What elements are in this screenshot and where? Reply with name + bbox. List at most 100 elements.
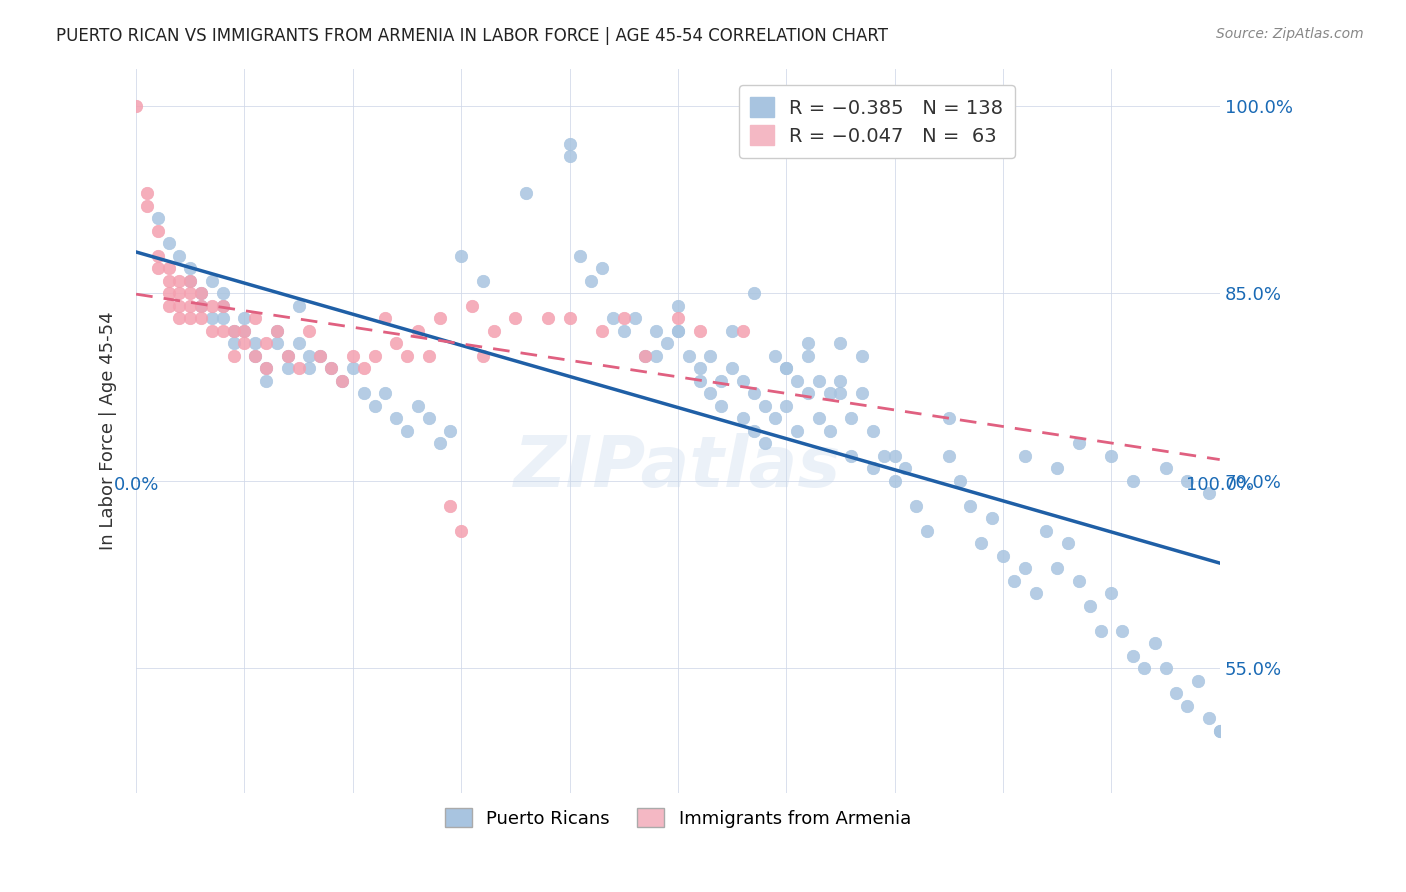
Point [450, 524, 472, 538]
Point [959, 499, 981, 513]
Point [146, 211, 169, 226]
Point [418, 349, 440, 363]
Point [505, 311, 527, 326]
Point [179, 274, 201, 288]
Point [1122, 474, 1144, 488]
Text: 0.0%: 0.0% [114, 475, 159, 494]
Point [634, 349, 657, 363]
Point [775, 399, 797, 413]
Point [169, 274, 191, 288]
Point [222, 324, 245, 338]
Point [406, 324, 429, 338]
Point [266, 336, 288, 351]
Y-axis label: In Labor Force | Age 45-54: In Labor Force | Age 45-54 [100, 311, 117, 550]
Point [190, 299, 212, 313]
Point [330, 374, 353, 388]
Point [689, 324, 711, 338]
Point [1046, 461, 1069, 475]
Point [678, 349, 700, 363]
Point [353, 386, 375, 401]
Point [222, 336, 245, 351]
Point [179, 299, 201, 313]
Point [742, 424, 765, 438]
Point [233, 324, 256, 338]
Point [169, 249, 191, 263]
Point [1067, 436, 1090, 450]
Point [666, 324, 689, 338]
Point [742, 386, 765, 401]
Point [222, 324, 245, 338]
Point [287, 299, 309, 313]
Point [429, 436, 451, 450]
Point [1209, 723, 1232, 738]
Point [634, 349, 657, 363]
Point [797, 349, 820, 363]
Point [298, 324, 321, 338]
Point [201, 311, 224, 326]
Point [211, 311, 233, 326]
Point [830, 386, 852, 401]
Point [970, 536, 993, 550]
Point [797, 386, 820, 401]
Point [915, 524, 938, 538]
Point [439, 424, 461, 438]
Point [374, 386, 396, 401]
Point [429, 311, 451, 326]
Point [439, 499, 461, 513]
Point [1175, 698, 1198, 713]
Point [991, 549, 1014, 563]
Point [201, 324, 224, 338]
Point [321, 361, 343, 376]
Point [623, 311, 645, 326]
Point [211, 286, 233, 301]
Point [201, 274, 224, 288]
Point [363, 349, 385, 363]
Point [190, 286, 212, 301]
Point [1133, 661, 1156, 675]
Point [1154, 661, 1177, 675]
Point [190, 299, 212, 313]
Point [287, 361, 309, 376]
Point [1078, 599, 1101, 613]
Point [591, 261, 613, 276]
Text: Source: ZipAtlas.com: Source: ZipAtlas.com [1216, 27, 1364, 41]
Point [765, 349, 787, 363]
Point [1143, 636, 1166, 650]
Point [169, 299, 191, 313]
Point [330, 374, 353, 388]
Point [807, 374, 830, 388]
Point [146, 249, 169, 263]
Point [742, 286, 765, 301]
Point [245, 349, 267, 363]
Text: ZIPatlas: ZIPatlas [515, 433, 842, 501]
Point [1122, 648, 1144, 663]
Point [157, 236, 180, 251]
Point [689, 374, 711, 388]
Point [233, 324, 256, 338]
Point [385, 411, 408, 425]
Point [211, 299, 233, 313]
Point [395, 349, 418, 363]
Point [786, 374, 808, 388]
Point [125, 99, 148, 113]
Point [569, 249, 592, 263]
Point [851, 349, 873, 363]
Point [222, 349, 245, 363]
Point [287, 336, 309, 351]
Point [450, 249, 472, 263]
Point [981, 511, 1004, 525]
Point [666, 324, 689, 338]
Point [613, 324, 636, 338]
Point [461, 299, 484, 313]
Point [157, 261, 180, 276]
Point [862, 461, 884, 475]
Text: PUERTO RICAN VS IMMIGRANTS FROM ARMENIA IN LABOR FORCE | AGE 45-54 CORRELATION C: PUERTO RICAN VS IMMIGRANTS FROM ARMENIA … [56, 27, 889, 45]
Point [1067, 574, 1090, 588]
Point [146, 224, 169, 238]
Point [699, 349, 721, 363]
Point [374, 311, 396, 326]
Point [179, 261, 201, 276]
Point [157, 286, 180, 301]
Point [169, 286, 191, 301]
Point [245, 336, 267, 351]
